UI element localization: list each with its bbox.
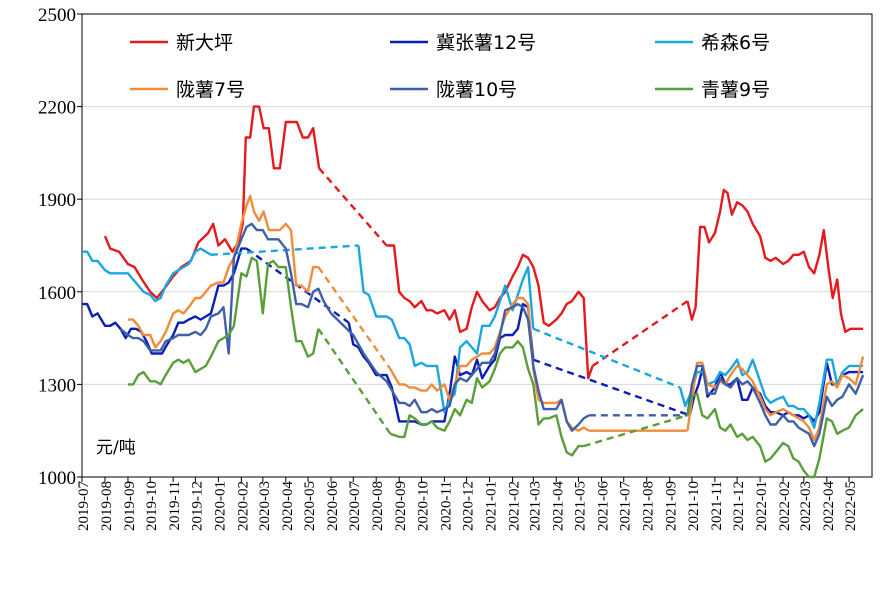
legend-label: 陇薯10号 (436, 79, 517, 101)
series-lines (82, 105, 865, 479)
series-segment (82, 247, 212, 303)
legend-label: 希森6号 (701, 32, 770, 54)
x-tick-label: 2022-03 (798, 481, 814, 531)
x-tick-label: 2020-12 (461, 481, 477, 531)
x-tick-label: 2019-11 (167, 481, 183, 530)
series-segment (686, 364, 865, 448)
series-line (127, 256, 864, 479)
x-tick-label: 2021-08 (641, 481, 657, 531)
grid-lines (82, 106, 872, 385)
x-tick-label: 2022-05 (843, 481, 859, 531)
x-tick-label: 2020-11 (438, 481, 454, 530)
series-segment (357, 245, 535, 414)
series-segment (532, 327, 681, 389)
x-tick-label: 2020-05 (302, 481, 318, 531)
series-segment (686, 356, 865, 442)
x-tick-label: 2020-02 (235, 481, 251, 531)
plot-frame (81, 13, 873, 478)
legend-item: 新大坪 (130, 32, 233, 54)
series-segment (330, 312, 378, 373)
series-line (127, 194, 865, 442)
x-tick-label: 2020-10 (415, 481, 431, 531)
x-axis-ticks: 2019-07 2019-08 2019-09 2019-10 2019-11 2019-… (76, 477, 859, 531)
legend-label: 新大坪 (176, 32, 233, 54)
series-segment (532, 358, 691, 417)
series-segment (347, 302, 535, 426)
x-tick-label: 2020-04 (280, 481, 296, 531)
x-tick-label: 2022-02 (777, 481, 793, 531)
x-tick-label: 2021-02 (507, 481, 523, 531)
x-tick-label: 2019-09 (122, 481, 138, 531)
y-tick-label: 1300 (38, 375, 76, 396)
legend-label: 陇薯7号 (176, 79, 245, 101)
x-tick-label: 2021-10 (686, 481, 702, 531)
series-segment (82, 247, 247, 355)
x-tick-label: 2021-12 (731, 481, 747, 531)
x-tick-label: 2019-08 (99, 481, 115, 531)
legend-item: 陇薯7号 (130, 79, 245, 101)
y-tick-label: 1900 (38, 190, 76, 211)
legend-label: 青薯9号 (701, 79, 770, 101)
x-tick-label: 2021-05 (573, 481, 589, 531)
x-tick-label: 2021-11 (709, 481, 725, 530)
y-tick-label: 2200 (38, 98, 76, 119)
x-tick-label: 2022-04 (821, 481, 837, 531)
series-segment (119, 222, 333, 355)
x-tick-label: 2020-08 (370, 481, 386, 531)
series-segment (127, 256, 320, 386)
series-segment (686, 392, 864, 479)
x-tick-label: 2021-07 (618, 481, 634, 531)
x-tick-label: 2021-01 (484, 481, 500, 531)
legend-item: 希森6号 (655, 32, 770, 54)
series-line (119, 222, 865, 448)
legend-item: 青薯9号 (655, 79, 770, 101)
x-tick-label: 2019-12 (189, 481, 205, 531)
legend-item: 冀张薯12号 (390, 32, 536, 54)
series-segment (583, 414, 688, 448)
series-segment (389, 340, 584, 457)
x-tick-label: 2019-07 (76, 481, 92, 531)
series-segment (678, 358, 864, 429)
series-segment (317, 328, 392, 435)
x-tick-label: 2020-03 (257, 481, 273, 531)
legend-label: 冀张薯12号 (436, 32, 536, 54)
series-segment (127, 194, 319, 349)
y-tick-label: 1600 (38, 283, 76, 304)
legend-item: 陇薯10号 (390, 79, 517, 101)
series-segment (686, 188, 864, 334)
series-segment (318, 167, 388, 247)
x-tick-label: 2020-01 (212, 481, 228, 531)
series-segment (386, 244, 594, 380)
y-axis-ticks: 1000 1300 1600 1900 2200 2500 (38, 5, 82, 489)
series-segment (389, 296, 590, 432)
y-tick-label: 1000 (38, 468, 76, 489)
series-segment (591, 300, 689, 367)
x-tick-label: 2021-09 (664, 481, 680, 531)
unit-label: 元/吨 (96, 438, 136, 458)
x-tick-label: 2022-01 (754, 481, 770, 531)
series-segment (317, 266, 392, 370)
y-tick-label: 2500 (38, 5, 76, 26)
x-tick-label: 2021-06 (596, 481, 612, 531)
x-tick-label: 2021-04 (550, 481, 566, 531)
series-segment (375, 302, 590, 432)
series-line (103, 105, 864, 380)
x-tick-label: 2021-03 (527, 481, 543, 531)
series-segment (103, 105, 321, 300)
x-tick-label: 2020-07 (347, 481, 363, 531)
x-tick-label: 2020-06 (325, 481, 341, 531)
x-tick-label: 2019-10 (144, 481, 160, 531)
axes (81, 13, 873, 478)
x-tick-label: 2020-09 (393, 481, 409, 531)
